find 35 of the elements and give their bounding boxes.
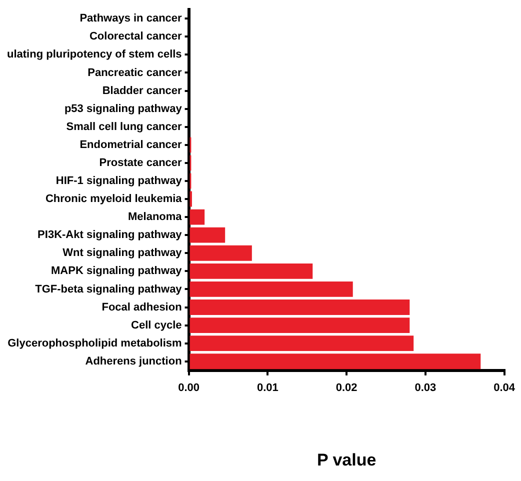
y-tick-label: HIF-1 signaling pathway bbox=[56, 175, 183, 188]
y-tick-label: Chronic myeloid leukemia bbox=[45, 193, 183, 206]
x-tick-label: 0.01 bbox=[256, 382, 278, 394]
y-tick-label: ulating pluripotency of stem cells bbox=[6, 48, 182, 61]
y-tick-label: TGF-beta signaling pathway bbox=[35, 283, 183, 296]
x-tick-label: 0.00 bbox=[178, 382, 200, 394]
y-tick-label: MAPK signaling pathway bbox=[51, 265, 183, 278]
y-tick-label: p53 signaling pathway bbox=[64, 102, 183, 115]
x-tick-label: 0.02 bbox=[336, 382, 358, 394]
y-tick-label: Bladder cancer bbox=[102, 84, 183, 97]
bar bbox=[190, 227, 226, 243]
y-tick-label: Wnt signaling pathway bbox=[62, 247, 183, 260]
bar bbox=[190, 209, 205, 225]
y-tick-label: Prostate cancer bbox=[99, 156, 183, 169]
x-tick-label: 0.04 bbox=[494, 382, 516, 394]
y-tick-label: Glycerophospholipid metabolism bbox=[8, 337, 182, 350]
y-tick-label: Cell cycle bbox=[131, 319, 182, 332]
y-tick-label: Colorectal cancer bbox=[89, 30, 183, 43]
y-tick-label: Endometrial cancer bbox=[80, 138, 183, 151]
y-tick-label: Adherens junction bbox=[85, 355, 182, 368]
bar bbox=[190, 263, 313, 279]
bar bbox=[190, 300, 410, 315]
bar bbox=[190, 282, 353, 297]
bar bbox=[190, 336, 414, 352]
bar bbox=[190, 354, 481, 370]
y-tick-label: Small cell lung cancer bbox=[66, 120, 183, 133]
x-axis-title: P value bbox=[316, 450, 376, 470]
y-tick-label: PI3K-Akt signaling pathway bbox=[38, 229, 183, 242]
y-tick-label: Focal adhesion bbox=[102, 301, 182, 314]
y-tick-label: Pathways in cancer bbox=[80, 12, 183, 25]
x-tick-label: 0.03 bbox=[414, 382, 436, 394]
bar bbox=[190, 245, 252, 261]
bar bbox=[190, 318, 410, 334]
y-tick-label: Pancreatic cancer bbox=[88, 66, 183, 79]
y-tick-label: Melanoma bbox=[128, 211, 183, 224]
